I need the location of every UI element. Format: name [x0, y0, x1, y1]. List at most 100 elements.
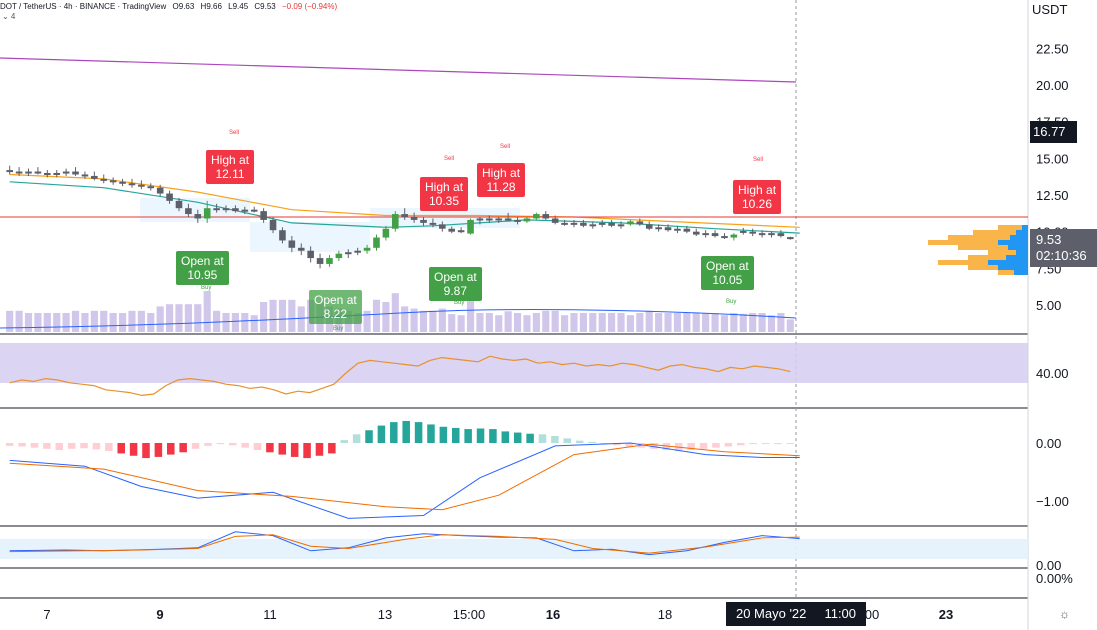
volume-bar — [241, 313, 249, 332]
macd-histogram-bar — [204, 443, 212, 446]
volume-bar — [645, 310, 653, 332]
candle-body — [288, 240, 296, 248]
rsi-band — [0, 343, 1028, 383]
profile-sell-bar — [998, 270, 1028, 275]
candle-body — [203, 208, 211, 219]
volume-bar — [81, 313, 89, 332]
price-tick-label: 12.50 — [1036, 188, 1069, 203]
price-pane — [0, 57, 1028, 332]
high-label-1-text: High at 12.11 — [211, 153, 250, 181]
open-label-4-text: Open at 10.05 — [706, 259, 749, 287]
candle-body — [514, 219, 521, 222]
profile-buy-bar — [1014, 270, 1028, 275]
profile-sell-bar — [958, 245, 1028, 250]
candle-body — [749, 231, 756, 234]
candle-body — [448, 228, 456, 232]
volume-bar — [410, 308, 418, 332]
open-label-2: Open at 8.22 — [309, 290, 362, 324]
macd-histogram-bar — [154, 443, 163, 457]
volume-bar — [278, 299, 287, 332]
price-unit[interactable]: USDT — [1032, 2, 1068, 17]
candle-body — [91, 175, 98, 179]
indicator-toggle[interactable]: ⌄ 4 — [2, 12, 16, 21]
symbol-header[interactable]: DOT / TetherUS · 4h · BINANCE · TradingV… — [0, 2, 341, 11]
candle-body — [6, 170, 13, 173]
candle-body — [561, 222, 568, 225]
bar-countdown: 02:10:36 — [1036, 248, 1087, 263]
volume-bar — [739, 313, 747, 332]
volume-bar — [617, 313, 625, 332]
candle-body — [730, 234, 738, 238]
volume-bar — [655, 313, 663, 332]
volume-bar — [457, 315, 465, 332]
macd-histogram-bar — [340, 440, 349, 443]
stoch-d-line — [9, 534, 800, 554]
high-label-3: High at 11.28 — [477, 163, 526, 197]
volume-bar — [636, 313, 644, 332]
macd-histogram-bar — [18, 443, 26, 447]
macd-histogram-bar — [563, 438, 572, 443]
candle-body — [542, 214, 550, 219]
macd-histogram-bar — [761, 443, 770, 444]
price-tick-label: 15.00 — [1036, 151, 1069, 166]
volume-bar — [222, 313, 230, 332]
macd-histogram-bar — [439, 426, 448, 443]
profile-sell-bar — [973, 230, 1028, 235]
macd-histogram-bar — [489, 429, 497, 443]
macd-histogram-bar — [92, 443, 101, 450]
price-tick-label: 5.00 — [1036, 298, 1061, 313]
volume-bar — [711, 313, 719, 332]
volume-bar — [551, 310, 559, 332]
volume-bar — [608, 313, 616, 332]
candle-body — [354, 250, 361, 253]
candle-body — [194, 214, 202, 219]
candle-body — [166, 193, 173, 201]
macd-histogram-bar — [390, 422, 398, 443]
volume-bar — [626, 315, 634, 332]
time-tick-label: 16 — [546, 607, 560, 622]
macd-histogram-bar — [588, 441, 596, 443]
macd-histogram-bar — [5, 443, 14, 446]
volume-bar — [504, 311, 512, 332]
settings-gear-icon[interactable]: ☼ — [1059, 607, 1070, 621]
volume-bar — [579, 313, 587, 332]
macd-histogram-bar — [43, 443, 51, 449]
price-tick-label: 22.50 — [1036, 41, 1069, 56]
candle-body — [250, 209, 258, 212]
volume-bar — [269, 299, 277, 332]
time-tick-label: 11 — [263, 607, 277, 622]
range-zone — [250, 222, 370, 252]
candle-body — [486, 218, 493, 221]
candle-body — [232, 208, 239, 212]
volume-bar — [213, 310, 221, 332]
macd-histogram-bar — [352, 434, 361, 443]
candle-body — [758, 233, 766, 236]
buy-signal-4: Buy — [726, 299, 737, 305]
candle-body — [335, 253, 343, 259]
volume-bar — [128, 310, 136, 332]
time-tick-label: 23 — [939, 607, 953, 622]
candle-body — [429, 222, 437, 225]
candle-body — [457, 230, 465, 233]
candle-body — [570, 222, 578, 225]
profile-sell-bar — [948, 235, 1028, 240]
volume-bar — [24, 313, 33, 332]
volume-bar — [485, 313, 493, 332]
candle-body — [401, 214, 408, 217]
ohlc-open: O9.63 — [172, 2, 195, 11]
macd-histogram-bar — [476, 428, 485, 443]
rsi-pane: 40.00 — [0, 343, 1069, 397]
candle-body — [81, 174, 89, 177]
macd-histogram-bar — [377, 425, 386, 443]
candle-body — [279, 230, 286, 241]
candle-body — [392, 214, 399, 229]
volume-bar — [767, 315, 776, 332]
high-label-2: High at 10.35 — [420, 177, 469, 211]
volume-bar — [749, 313, 757, 332]
volume-bar — [589, 313, 597, 332]
candle-body — [72, 171, 79, 175]
volume-bar — [664, 313, 672, 332]
candle-body — [608, 222, 615, 226]
macd-histogram-bar — [315, 443, 324, 456]
